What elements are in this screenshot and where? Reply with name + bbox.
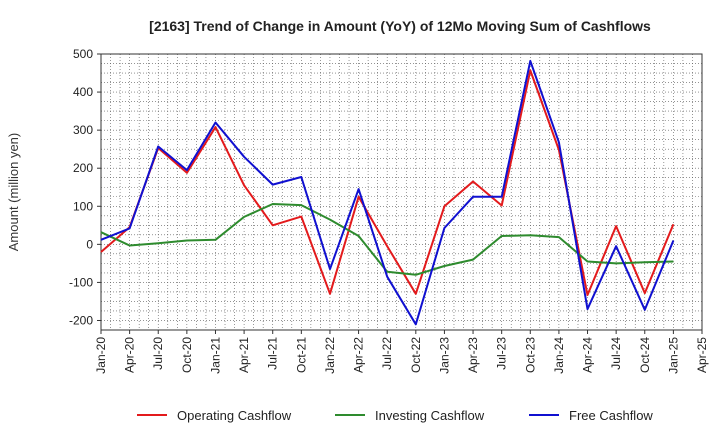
y-tick-label: 100 [73, 199, 93, 213]
grid [101, 54, 702, 330]
plot-area [100, 53, 703, 331]
x-tick-label: Oct-20 [180, 337, 194, 373]
series-lines [100, 59, 675, 326]
chart-title: [2163] Trend of Change in Amount (YoY) o… [149, 18, 651, 34]
operating-cashflow-legend-label: Operating Cashflow [177, 408, 292, 423]
x-tick-label: Oct-23 [523, 337, 537, 373]
x-tick-label: Apr-21 [237, 337, 251, 373]
x-tick-label: Jul-22 [380, 337, 394, 370]
x-tick-label: Jul-23 [495, 337, 509, 370]
x-tick-label: Jul-24 [609, 337, 623, 370]
x-tick-label: Apr-22 [352, 337, 366, 373]
x-tick-label: Jan-24 [552, 337, 566, 374]
investing-cashflow-legend-label: Investing Cashflow [375, 408, 485, 423]
free-cashflow-legend-label: Free Cashflow [569, 408, 653, 423]
y-tick-label: 200 [73, 161, 93, 175]
x-tick-label: Oct-24 [638, 337, 652, 373]
x-tick-label: Jan-21 [208, 337, 222, 374]
y-tick-label: 0 [86, 237, 93, 251]
x-tick-label: Apr-23 [466, 337, 480, 373]
x-tick-label: Jan-23 [437, 337, 451, 374]
y-tick-label: 400 [73, 85, 93, 99]
x-tick-label: Jul-21 [266, 337, 280, 370]
x-tick-label: Apr-20 [123, 337, 137, 373]
x-axis-ticks: Jan-20 Apr-20 Jul-20 Oct-20 Jan-21 Apr-21 Jul-… [94, 330, 709, 374]
y-tick-label: 300 [73, 123, 93, 137]
x-tick-label: Oct-21 [294, 337, 308, 373]
y-tick-label: -200 [69, 313, 93, 327]
x-tick-label: Jan-22 [323, 337, 337, 374]
x-tick-label: Jan-20 [94, 337, 108, 374]
x-tick-label: Jul-20 [151, 337, 165, 370]
free-cashflow-line [100, 59, 675, 326]
legend: Operating Cashflow Investing Cashflow Free… [137, 408, 653, 423]
x-tick-label: Apr-25 [695, 337, 709, 373]
y-axis-label: Amount (million yen) [6, 133, 21, 252]
x-tick-label: Oct-22 [409, 337, 423, 373]
operating-cashflow-line [100, 69, 675, 296]
x-tick-label: Apr-24 [581, 337, 595, 373]
x-tick-label: Jan-25 [666, 337, 680, 374]
y-axis-ticks: 500 400 300 200 100 0 -100 -200 [69, 47, 101, 327]
y-tick-label: -100 [69, 275, 93, 289]
y-tick-label: 500 [73, 47, 93, 61]
